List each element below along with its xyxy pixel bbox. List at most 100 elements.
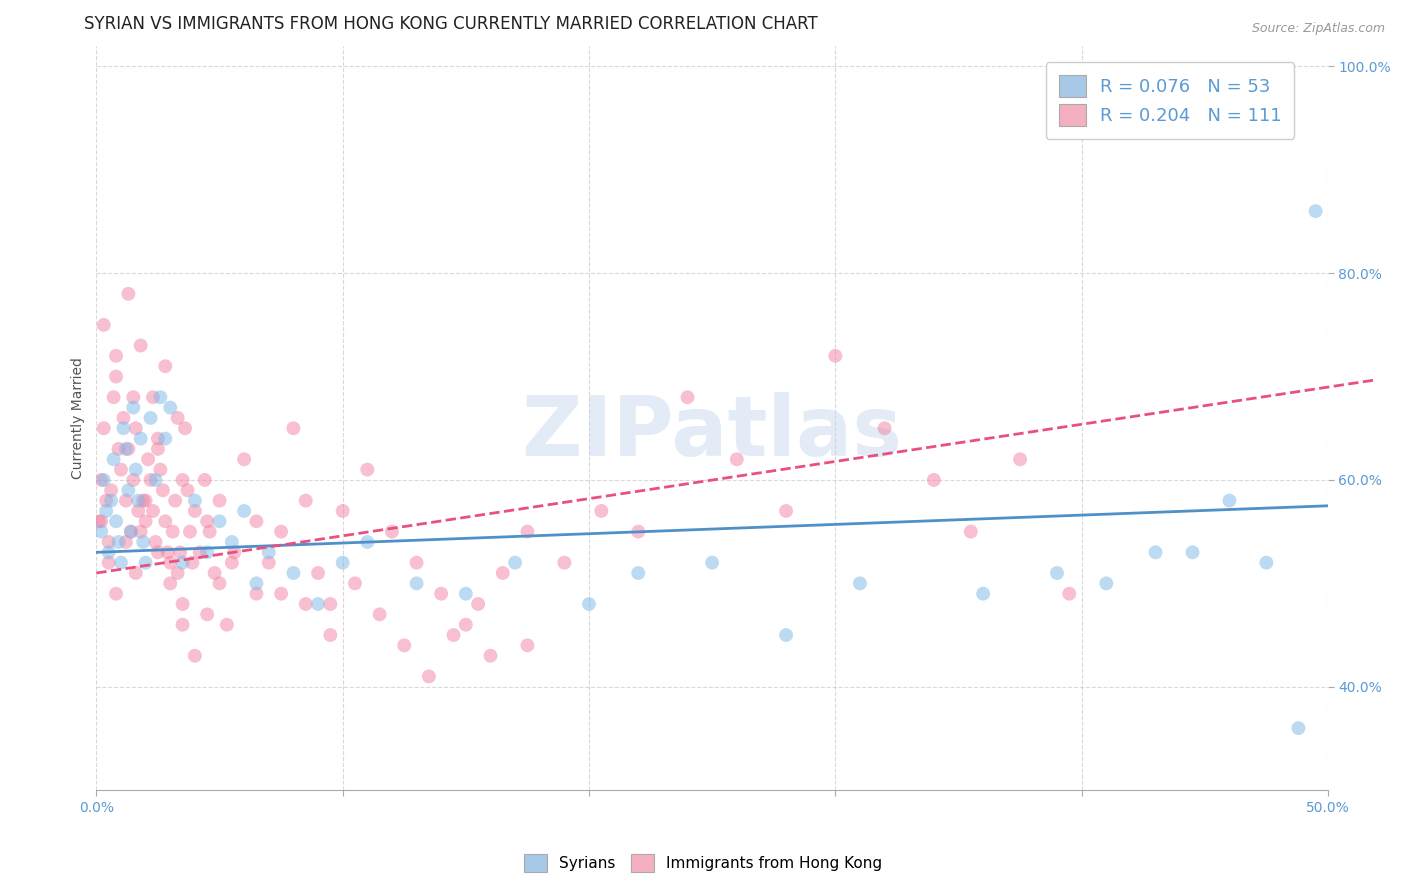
Text: SYRIAN VS IMMIGRANTS FROM HONG KONG CURRENTLY MARRIED CORRELATION CHART: SYRIAN VS IMMIGRANTS FROM HONG KONG CURR… <box>84 15 818 33</box>
Point <box>125 462 148 476</box>
Point <box>307 566 329 580</box>
Point <box>198 524 221 539</box>
Point <box>245 576 267 591</box>
Point <box>139 473 162 487</box>
Point <box>221 556 243 570</box>
Point <box>159 556 181 570</box>
Point <box>149 462 172 476</box>
Point <box>307 597 329 611</box>
Point <box>270 524 292 539</box>
Point <box>430 587 453 601</box>
Point <box>578 597 600 611</box>
Point <box>155 432 177 446</box>
Point <box>1046 566 1069 580</box>
Point <box>179 524 201 539</box>
Point <box>245 587 267 601</box>
Point <box>503 556 526 570</box>
Point <box>120 524 142 539</box>
Point <box>174 421 197 435</box>
Point <box>142 390 165 404</box>
Point <box>115 442 138 456</box>
Point <box>162 524 184 539</box>
Point <box>145 473 167 487</box>
Y-axis label: Currently Married: Currently Married <box>72 357 86 479</box>
Point <box>454 617 477 632</box>
Point <box>208 493 231 508</box>
Point <box>725 452 748 467</box>
Point <box>454 587 477 601</box>
Point <box>159 576 181 591</box>
Point <box>105 514 128 528</box>
Point <box>676 390 699 404</box>
Point <box>233 504 256 518</box>
Point <box>110 462 132 476</box>
Point <box>294 597 316 611</box>
Point <box>105 349 128 363</box>
Point <box>208 514 231 528</box>
Point <box>479 648 502 663</box>
Point <box>146 545 169 559</box>
Point <box>117 442 139 456</box>
Point <box>120 524 142 539</box>
Point <box>775 628 797 642</box>
Point <box>283 566 305 580</box>
Point <box>922 473 945 487</box>
Point <box>172 597 194 611</box>
Point <box>93 318 115 332</box>
Point <box>132 493 155 508</box>
Point <box>1095 576 1118 591</box>
Point <box>145 535 167 549</box>
Point <box>516 524 538 539</box>
Point <box>1218 493 1240 508</box>
Point <box>204 566 226 580</box>
Point <box>467 597 489 611</box>
Point <box>1059 587 1081 601</box>
Point <box>105 369 128 384</box>
Point <box>125 566 148 580</box>
Point <box>103 452 125 467</box>
Point <box>270 587 292 601</box>
Point <box>516 639 538 653</box>
Point <box>1286 721 1309 735</box>
Point <box>627 524 650 539</box>
Point <box>283 421 305 435</box>
Point <box>775 504 797 518</box>
Point <box>492 566 515 580</box>
Point <box>849 576 872 591</box>
Point <box>224 545 246 559</box>
Point <box>165 493 187 508</box>
Point <box>172 617 194 632</box>
Point <box>93 421 115 435</box>
Point <box>319 628 342 642</box>
Text: Source: ZipAtlas.com: Source: ZipAtlas.com <box>1251 22 1385 36</box>
Point <box>127 504 149 518</box>
Point <box>155 514 177 528</box>
Point <box>97 545 120 559</box>
Point <box>90 514 112 528</box>
Point <box>127 493 149 508</box>
Point <box>149 390 172 404</box>
Point <box>319 597 342 611</box>
Point <box>135 493 157 508</box>
Point <box>172 473 194 487</box>
Point <box>381 524 404 539</box>
Point <box>195 545 218 559</box>
Point <box>221 535 243 549</box>
Point <box>591 504 613 518</box>
Point <box>115 493 138 508</box>
Point <box>112 421 135 435</box>
Point <box>93 473 115 487</box>
Point <box>100 483 122 498</box>
Point <box>245 514 267 528</box>
Point <box>155 359 177 374</box>
Point <box>215 617 238 632</box>
Point <box>294 493 316 508</box>
Point <box>166 411 188 425</box>
Point <box>100 493 122 508</box>
Point <box>117 286 139 301</box>
Point <box>972 587 994 601</box>
Point <box>97 535 120 549</box>
Point <box>129 338 152 352</box>
Point <box>418 669 440 683</box>
Point <box>135 514 157 528</box>
